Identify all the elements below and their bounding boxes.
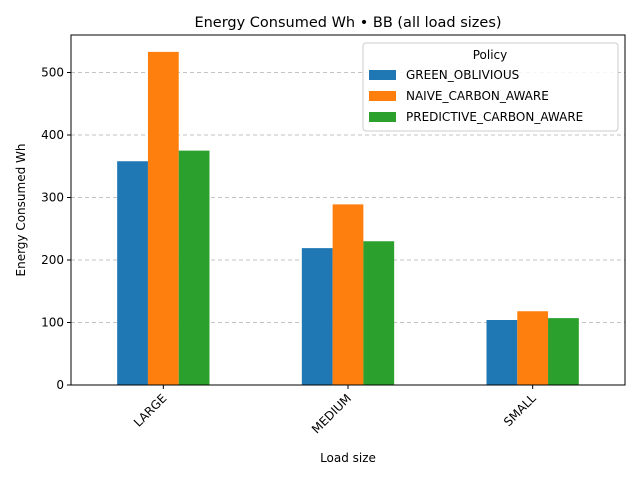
legend-swatch-naive-carbon-aware xyxy=(369,91,396,101)
y-tick-label: 0 xyxy=(56,378,64,392)
legend-label-naive-carbon-aware: NAIVE_CARBON_AWARE xyxy=(406,89,549,103)
bar-small-naive-carbon-aware xyxy=(517,311,549,385)
y-tick-label: 400 xyxy=(41,128,64,142)
legend-box xyxy=(362,42,619,132)
legend-label-predictive-carbon-aware: PREDICTIVE_CARBON_AWARE xyxy=(406,110,583,124)
y-tick-label: 100 xyxy=(41,316,64,330)
bar-large-green-oblivious xyxy=(117,161,148,385)
x-tick-label: MEDIUM xyxy=(309,391,354,436)
x-tick-label: SMALL xyxy=(501,391,539,429)
x-axis-label: Load size xyxy=(320,451,376,465)
legend: Policy GREEN_OBLIVIOUS NAIVE_CARBON_AWARE… xyxy=(362,42,619,132)
y-tick-label: 500 xyxy=(41,66,64,80)
bar-medium-green-oblivious xyxy=(301,248,333,385)
chart-title: Energy Consumed Wh • BB (all load sizes) xyxy=(194,15,501,31)
y-axis-label: Energy Consumed Wh xyxy=(14,144,28,277)
x-axis: LARGE MEDIUM SMALL xyxy=(131,385,539,436)
legend-title: Policy xyxy=(473,48,508,62)
bar-large-naive-carbon-aware xyxy=(147,51,179,385)
bar-small-green-oblivious xyxy=(486,320,518,385)
y-tick-label: 200 xyxy=(41,253,64,267)
bar-medium-naive-carbon-aware xyxy=(332,204,364,385)
y-axis: 0 100 200 300 400 500 xyxy=(41,66,71,392)
x-tick-label: LARGE xyxy=(131,391,169,429)
y-tick-label: 300 xyxy=(41,191,64,205)
bar-large-predictive-carbon-aware xyxy=(178,150,210,385)
legend-label-green-oblivious: GREEN_OBLIVIOUS xyxy=(406,68,519,82)
bars xyxy=(117,51,579,385)
bar-small-predictive-carbon-aware xyxy=(548,318,579,385)
legend-swatch-predictive-carbon-aware xyxy=(369,112,396,122)
bar-medium-predictive-carbon-aware xyxy=(363,241,395,385)
legend-swatch-green-oblivious xyxy=(369,70,396,80)
